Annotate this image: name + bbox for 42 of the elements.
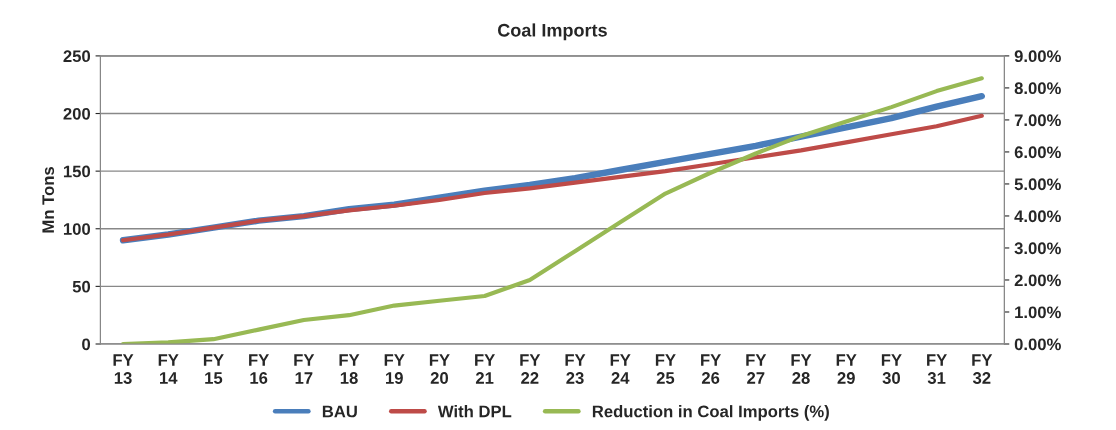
x-tick-label: FY 20 <box>429 354 450 384</box>
x-tick-label: FY 13 <box>113 354 134 384</box>
y-tick-label: 100 <box>63 223 91 235</box>
chart-title: Coal Imports <box>497 23 607 41</box>
x-tick-label: FY 16 <box>249 354 270 384</box>
legend-label: Reduction in Coal Imports (%) <box>592 405 829 421</box>
x-tick-label: FY 23 <box>565 354 586 384</box>
x-tick-label: FY 14 <box>158 354 179 384</box>
x-tick-label: FY 26 <box>701 354 721 384</box>
x-tick-label: FY 28 <box>791 354 812 384</box>
y-tick-label: 50 <box>72 280 91 293</box>
y2-tick-label: 8.00% <box>1014 82 1061 95</box>
y2-tick-label: 6.00% <box>1014 146 1061 159</box>
y2-tick-label: 5.00% <box>1014 178 1061 191</box>
x-tick-label: FY 22 <box>520 354 541 384</box>
y2-tick-label: 7.00% <box>1014 114 1061 127</box>
x-tick-label: FY 25 <box>655 354 676 384</box>
y2-tick-label: 0.00% <box>1014 338 1061 351</box>
y-tick-label: 200 <box>63 107 91 120</box>
x-tick-label: FY 18 <box>339 354 360 384</box>
y-tick-label: 150 <box>63 165 91 178</box>
y2-tick-label: 9.00% <box>1014 50 1061 63</box>
x-tick-label: FY 29 <box>836 354 857 384</box>
y2-tick-label: 3.00% <box>1014 242 1061 255</box>
x-tick-label: FY 32 <box>972 354 993 384</box>
x-tick-label: FY 17 <box>294 354 315 384</box>
x-tick-label: FY 30 <box>881 354 902 384</box>
x-tick-label: FY 27 <box>746 354 767 384</box>
y-tick-label: 250 <box>63 50 91 63</box>
line-series <box>120 76 984 344</box>
y2-tick-label: 1.00% <box>1015 306 1061 319</box>
y2-tick-label: 4.00% <box>1014 210 1061 223</box>
y2-tick-label: 2.00% <box>1014 274 1061 287</box>
y-tick-label: 0 <box>82 338 91 351</box>
legend-label: BAU <box>322 405 357 418</box>
y-axis-title: Mn Tons <box>42 166 55 233</box>
x-tick-label: FY 31 <box>927 354 947 384</box>
x-tick-label: FY 15 <box>203 354 224 384</box>
x-tick-label: FY 24 <box>610 354 631 384</box>
x-tick-label: FY 19 <box>384 354 405 384</box>
legend-label: With DPL <box>437 405 512 418</box>
x-tick-label: FY 21 <box>475 354 495 384</box>
